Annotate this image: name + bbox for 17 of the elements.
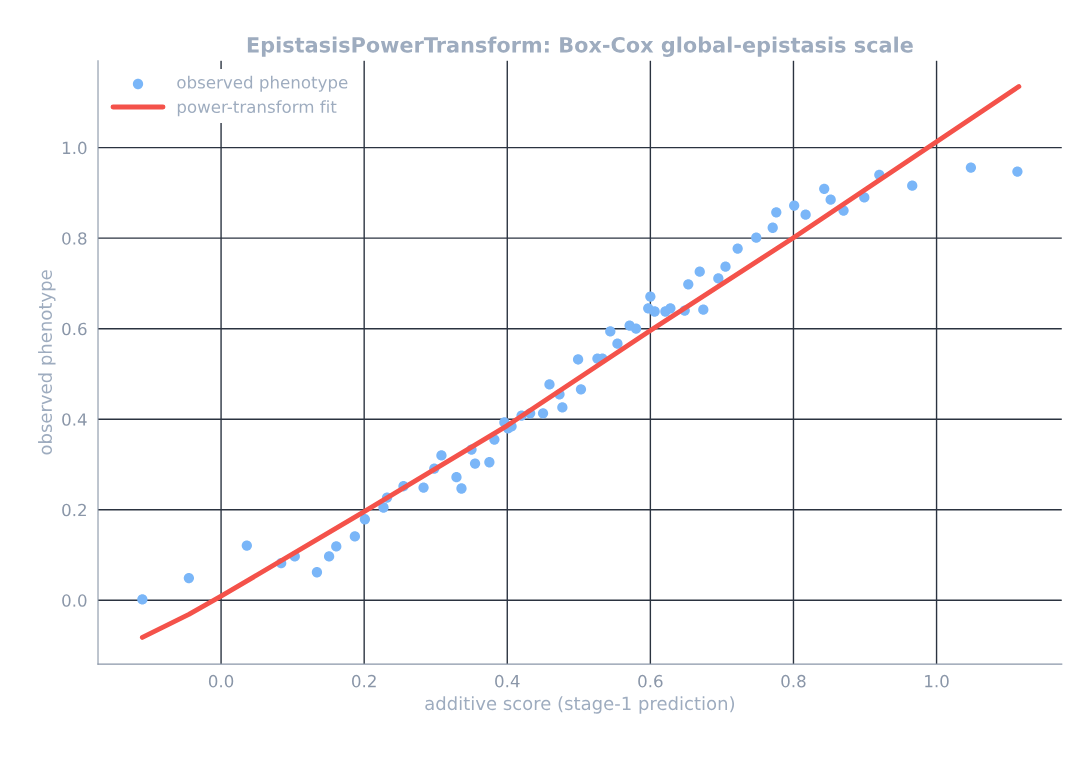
chart-title: EpistasisPowerTransform: Box-Cox global-epistasis scale (247, 36, 913, 57)
y-tick-label: 1.0 (62, 141, 87, 155)
x-tick-label: 0.4 (495, 674, 520, 688)
x-tick-label: 0.8 (781, 674, 806, 688)
x-tick-label: 1.0 (925, 674, 949, 688)
x-tick-label: 0.6 (638, 674, 663, 688)
legend-label: power-transform fit (177, 100, 337, 117)
y-tick-label: 0.6 (62, 322, 87, 336)
x-axis-title: additive score (stage-1 prediction) (425, 696, 735, 714)
y-tick-label: 0.8 (62, 232, 87, 245)
y-tick-label: 0.2 (62, 503, 86, 517)
x-tick-label: 0.2 (352, 674, 376, 688)
y-axis-title: observed phenotype (38, 270, 56, 455)
legend-label: observed phenotype (177, 75, 348, 92)
x-tick-label: 0.0 (208, 674, 234, 688)
y-tick-label: 0.0 (62, 594, 87, 607)
y-tick-label: 0.4 (62, 413, 87, 426)
